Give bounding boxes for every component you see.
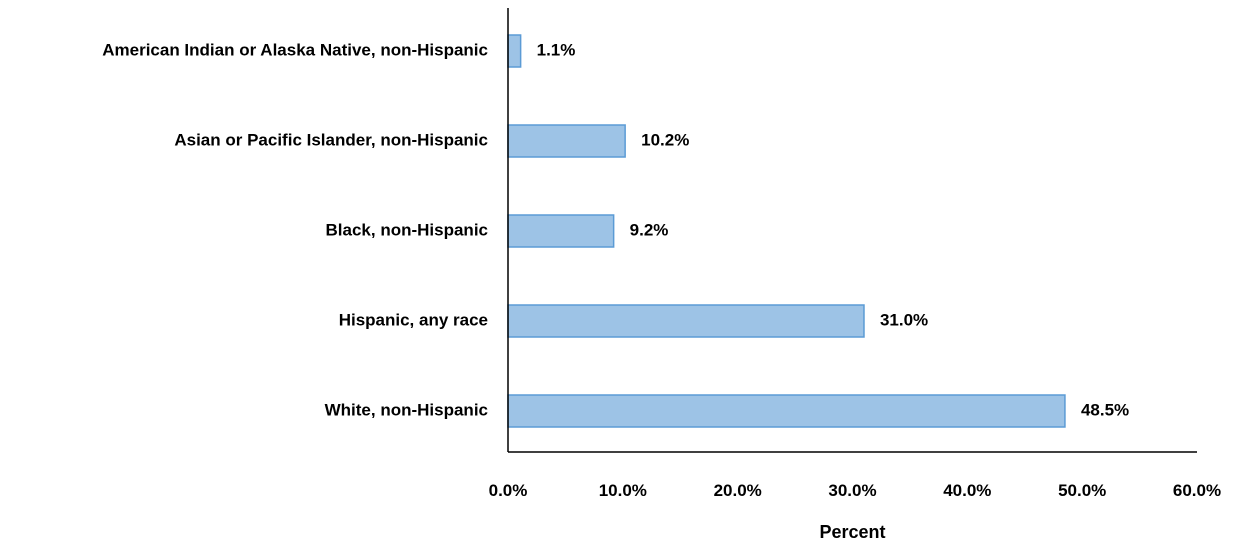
x-tick-labels: 0.0% 10.0% 20.0% 30.0% 40.0% 50.0% 60.0% xyxy=(489,481,1221,500)
x-tick-label-6: 60.0% xyxy=(1173,481,1221,500)
bar-american-indian-or-alaska-native-non-hispanic xyxy=(507,34,522,68)
category-label-american-indian-or-alaska-native-non-hispanic: American Indian or Alaska Native, non-Hi… xyxy=(102,40,488,59)
data-labels: 1.1% 10.2% 9.2% 31.0% 48.5% xyxy=(537,40,1130,419)
x-axis-title: Percent xyxy=(819,522,885,542)
x-tick-label-2: 20.0% xyxy=(714,481,762,500)
x-tick-label-1: 10.0% xyxy=(599,481,647,500)
category-label-hispanic-any-race: Hispanic, any race xyxy=(339,310,488,329)
category-label-asian-or-pacific-islander-non-hispanic: Asian or Pacific Islander, non-Hispanic xyxy=(174,130,488,149)
bar-white-non-hispanic xyxy=(507,394,1066,428)
data-label-asian-or-pacific-islander-non-hispanic: 10.2% xyxy=(641,130,689,149)
data-label-american-indian-or-alaska-native-non-hispanic: 1.1% xyxy=(537,40,576,59)
category-label-black-non-hispanic: Black, non-Hispanic xyxy=(326,220,488,239)
bar-black-non-hispanic xyxy=(507,214,615,248)
category-label-white-non-hispanic: White, non-Hispanic xyxy=(325,400,488,419)
category-labels: American Indian or Alaska Native, non-Hi… xyxy=(102,40,488,419)
x-tick-label-0: 0.0% xyxy=(489,481,528,500)
data-label-black-non-hispanic: 9.2% xyxy=(630,220,669,239)
data-label-white-non-hispanic: 48.5% xyxy=(1081,400,1129,419)
bar-asian-or-pacific-islander-non-hispanic xyxy=(507,124,626,158)
x-tick-label-3: 30.0% xyxy=(828,481,876,500)
x-tick-label-5: 50.0% xyxy=(1058,481,1106,500)
x-tick-label-4: 40.0% xyxy=(943,481,991,500)
data-label-hispanic-any-race: 31.0% xyxy=(880,310,928,329)
axes xyxy=(507,8,1197,453)
bars-layer xyxy=(507,34,1066,428)
bar-hispanic-any-race xyxy=(507,304,865,338)
